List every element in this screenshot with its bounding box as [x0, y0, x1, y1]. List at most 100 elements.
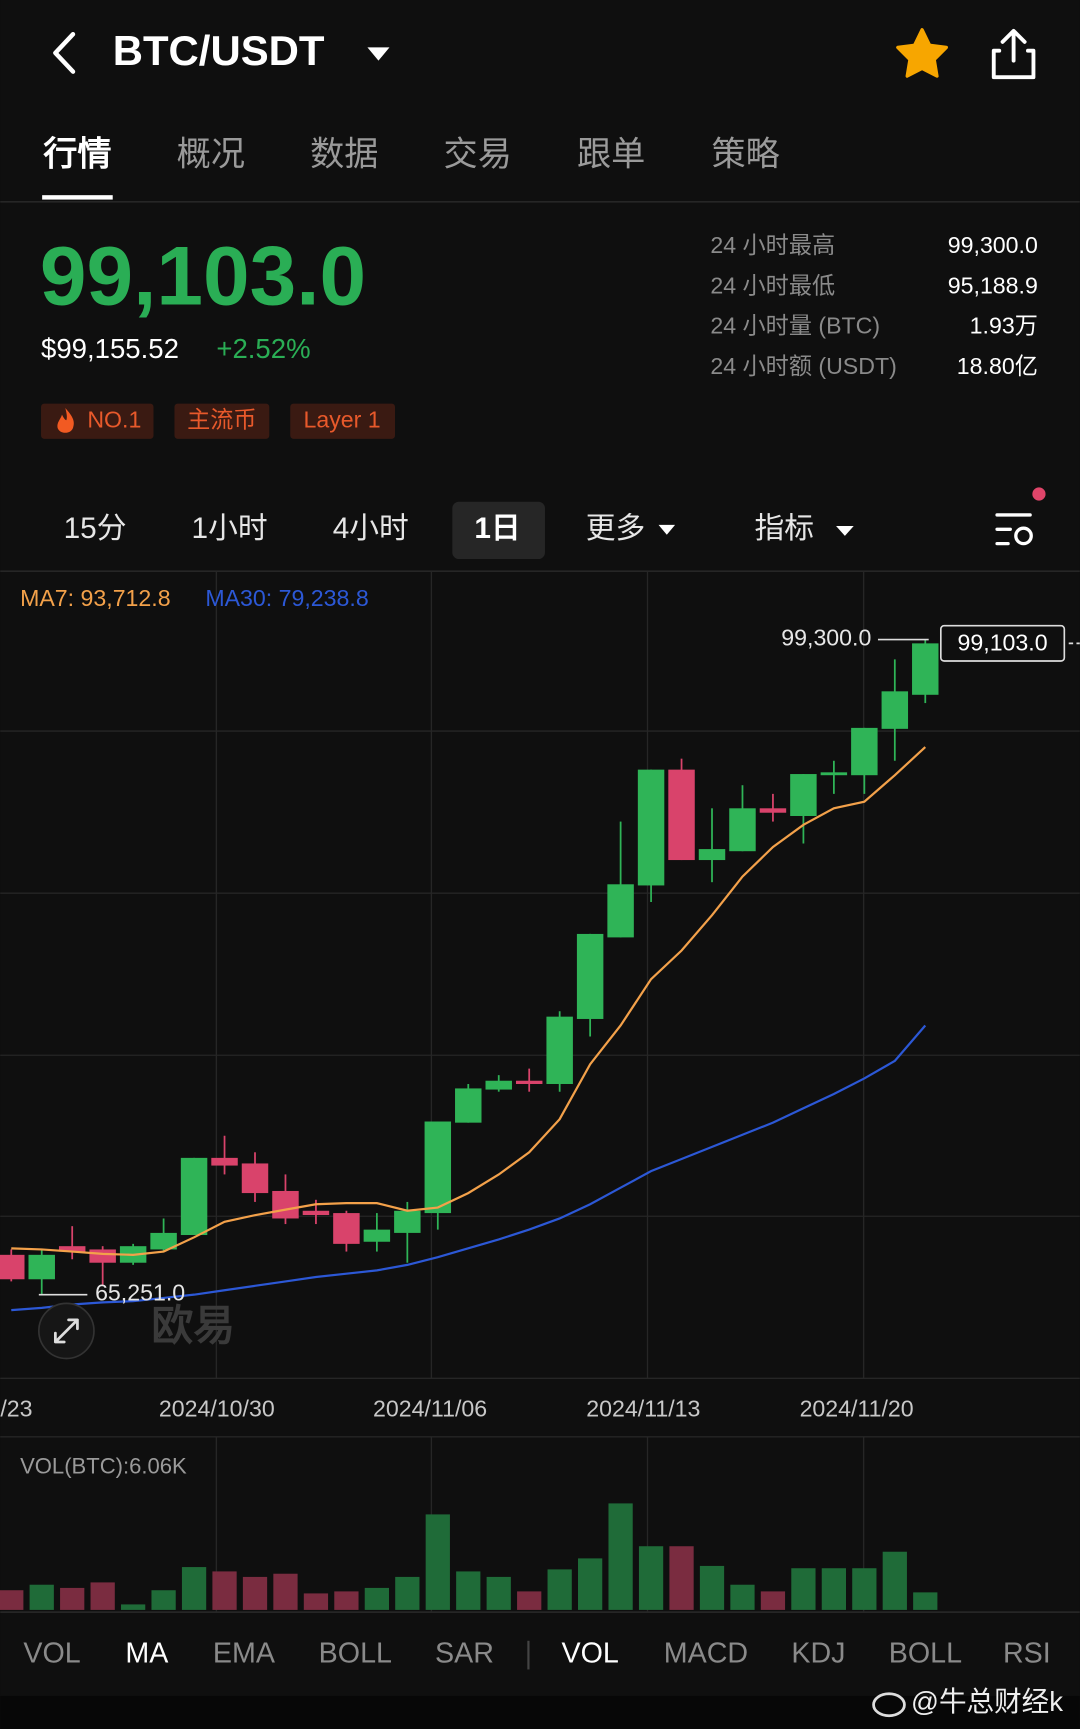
- volume-bar: [29, 1584, 54, 1610]
- candle-body: [607, 884, 634, 938]
- more-dropdown: [658, 524, 676, 535]
- candle-body: [790, 774, 817, 816]
- indicator[interactable]: SAR: [435, 1638, 494, 1670]
- plot: 10/23 2024/10/30 2024/11/06 2024/11/13 2024/…: [0, 585, 1080, 1610]
- volume-bar: [60, 1587, 85, 1610]
- volume-bar: [303, 1593, 329, 1610]
- stat-value: 95,188.9: [948, 272, 1038, 298]
- tab[interactable]: 策略: [711, 136, 779, 174]
- chart-settings[interactable]: [995, 513, 1033, 546]
- tab[interactable]: 跟单: [577, 136, 645, 174]
- volume-bar: [821, 1568, 847, 1610]
- back-button[interactable]: [53, 31, 76, 74]
- volume-bar: [121, 1604, 146, 1610]
- candle-body: [394, 1210, 421, 1233]
- stat-label: 24 小时额 (USDT): [710, 353, 896, 379]
- candle-body: [729, 808, 756, 852]
- indicator[interactable]: MA: [125, 1638, 169, 1670]
- indicator[interactable]: KDJ: [791, 1638, 845, 1670]
- candle-body: [211, 1157, 238, 1166]
- tag-bg: [174, 403, 270, 439]
- timeframe-bar: 15分 1小时 4小时 1日 更多 指标: [64, 512, 814, 545]
- tag-bg: [290, 403, 395, 439]
- volume-bar: [395, 1576, 420, 1610]
- timeframe[interactable]: 1小时: [192, 512, 268, 545]
- share-button[interactable]: [991, 28, 1036, 80]
- indicator[interactable]: RSI: [1003, 1638, 1051, 1670]
- ma-line: [11, 746, 927, 1256]
- grid: [0, 571, 1080, 1613]
- volume-bar: [547, 1569, 572, 1610]
- tab-underline: [42, 195, 113, 200]
- candle-body: [851, 727, 878, 776]
- indicator-bar: VOL MA EMA BOLL SAR VOL MACD KDJ BOLL RSI: [23, 1638, 1050, 1670]
- volume-bar: [699, 1565, 725, 1610]
- stat-value: 99,300.0: [948, 232, 1038, 258]
- indicator[interactable]: VOL: [23, 1638, 80, 1670]
- volume-bar: [608, 1503, 633, 1610]
- pair-dropdown[interactable]: [367, 47, 390, 61]
- timeframe[interactable]: 1日: [474, 512, 520, 545]
- indicator[interactable]: BOLL: [889, 1638, 962, 1670]
- tag[interactable]: Layer 1: [303, 406, 380, 432]
- pair-title[interactable]: BTC/USDT: [113, 27, 325, 74]
- candle-body: [180, 1157, 208, 1236]
- volume-bar: [90, 1582, 115, 1610]
- volume-bar: [456, 1571, 481, 1610]
- candle-body: [576, 933, 604, 1019]
- hot-icon: [57, 407, 74, 433]
- indicator[interactable]: MACD: [664, 1638, 748, 1670]
- tab[interactable]: 行情: [43, 136, 111, 174]
- notification-dot: [1032, 487, 1046, 501]
- weibo-icon: [872, 1692, 906, 1718]
- expand-icon: [53, 1318, 79, 1344]
- timeframe[interactable]: 指标: [754, 512, 814, 545]
- candle-body: [28, 1254, 55, 1280]
- volume-bar: [669, 1546, 694, 1610]
- timeframe-active-bg: [452, 501, 545, 560]
- low-label: 65,251.0: [95, 1280, 185, 1306]
- volume-bar: [273, 1573, 298, 1610]
- candle-body: [241, 1163, 269, 1194]
- x-tick-label: 2024/11/06: [373, 1395, 487, 1421]
- x-tick-label: 2024/10/30: [159, 1395, 275, 1421]
- volume-bar: [334, 1591, 359, 1610]
- volume-bar: [852, 1568, 877, 1610]
- usd-price: $99,155.52: [41, 333, 179, 364]
- timeframe[interactable]: 4小时: [333, 512, 409, 545]
- candle-body: [485, 1080, 512, 1090]
- candle-body: [698, 849, 726, 861]
- candle-body: [424, 1121, 452, 1214]
- high-label: 99,300.0: [781, 625, 871, 651]
- stat-label: 24 小时量 (BTC): [710, 313, 880, 339]
- volume-bar: [760, 1591, 786, 1610]
- volume-label: VOL(BTC):6.06K: [20, 1453, 187, 1478]
- tab[interactable]: 概况: [177, 136, 245, 174]
- tab[interactable]: 交易: [444, 136, 512, 174]
- volume-bar: [0, 1590, 24, 1610]
- candle-body: [58, 1246, 86, 1252]
- stat-value: 18.80亿: [957, 353, 1038, 379]
- indicator[interactable]: VOL: [562, 1638, 619, 1670]
- tag[interactable]: 主流币: [187, 406, 256, 432]
- x-tick-label: 2024/11/13: [586, 1395, 700, 1421]
- price-change: +2.52%: [216, 333, 310, 364]
- candle-body: [333, 1213, 360, 1244]
- indicator-dropdown: [836, 525, 854, 536]
- legend-entry: MA30: 79,238.8: [205, 585, 368, 611]
- timeframe[interactable]: 15分: [64, 512, 127, 545]
- last-price-box: [939, 624, 1066, 662]
- tag[interactable]: NO.1: [87, 406, 141, 432]
- candle-body: [759, 808, 787, 813]
- volume-bar: [425, 1514, 450, 1610]
- timeframe[interactable]: 更多: [586, 512, 646, 545]
- last-price: 99,103.0: [40, 228, 366, 322]
- candle-body: [89, 1249, 116, 1263]
- x-tick-label: 10/23: [0, 1395, 33, 1421]
- candle-body: [912, 643, 939, 695]
- favorite-star[interactable]: [896, 28, 948, 78]
- indicator[interactable]: BOLL: [319, 1638, 392, 1670]
- tab[interactable]: 数据: [310, 136, 378, 174]
- indicator[interactable]: EMA: [213, 1638, 276, 1670]
